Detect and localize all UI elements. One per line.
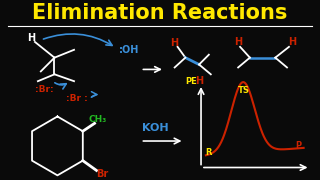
Text: :Br:: :Br:: [36, 85, 54, 94]
Text: Elimination Reactions: Elimination Reactions: [32, 3, 288, 22]
Text: :OH: :OH: [118, 45, 139, 55]
Text: CH₃: CH₃: [88, 115, 107, 124]
Text: P: P: [296, 141, 302, 150]
Text: :Br :: :Br :: [66, 94, 88, 103]
Text: H: H: [195, 76, 203, 86]
Text: H: H: [27, 33, 35, 43]
Text: Br: Br: [96, 169, 108, 179]
Text: KOH: KOH: [142, 123, 168, 133]
Text: H: H: [288, 37, 296, 47]
Text: H: H: [234, 37, 242, 47]
Text: PE: PE: [185, 77, 197, 86]
Text: R: R: [205, 148, 212, 157]
Text: TS: TS: [238, 87, 250, 96]
Text: H: H: [171, 38, 179, 48]
